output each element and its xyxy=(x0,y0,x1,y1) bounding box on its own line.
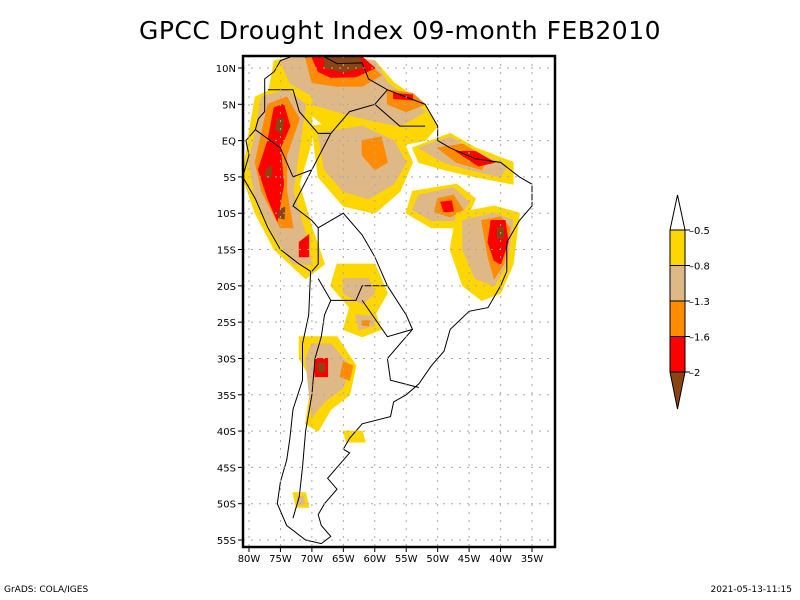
lat-tick-label: 40S xyxy=(217,427,236,438)
lon-tick-label: 45W xyxy=(458,554,481,565)
country-border xyxy=(330,89,388,134)
lat-tick-label: 35S xyxy=(217,391,236,402)
colorbar-segment xyxy=(669,265,686,302)
drought-patch xyxy=(317,363,325,372)
grads-credit: GrADS: COLA/IGES xyxy=(4,585,89,595)
lat-tick-label: 30S xyxy=(217,354,236,365)
colorbar-segment xyxy=(669,229,686,266)
lat-tick-label: 10S xyxy=(217,209,236,220)
colorbar-segment xyxy=(669,194,686,231)
colorbar-label: –0.8 xyxy=(689,262,710,273)
drought-patch xyxy=(317,125,407,200)
lon-tick-label: 35W xyxy=(521,554,544,565)
lon-tick-label: 75W xyxy=(269,554,292,565)
colorbar-label: –1.6 xyxy=(689,333,710,344)
lat-tick-label: 5S xyxy=(223,173,236,184)
drought-patch xyxy=(440,200,454,213)
longitude-axis: 80W 75W 70W 65W 60W 55W 50W 45W 40W 35W xyxy=(238,547,544,565)
colorbar-label: –0.5 xyxy=(689,226,710,237)
country-border xyxy=(374,103,426,127)
lon-tick-label: 60W xyxy=(363,554,386,565)
lat-tick-label: 55S xyxy=(217,536,236,547)
drought-patch xyxy=(274,118,285,135)
colorbar-segment xyxy=(669,300,686,337)
drought-patch xyxy=(393,92,413,101)
lon-tick-label: 80W xyxy=(238,554,261,565)
lat-tick-label: 15S xyxy=(217,246,236,257)
lat-tick-label: 10N xyxy=(216,64,236,75)
lat-tick-label: 5N xyxy=(222,100,236,111)
lat-tick-label: EQ xyxy=(222,137,236,148)
lon-tick-label: 50W xyxy=(426,554,449,565)
colorbar-label: –2 xyxy=(689,368,700,379)
timestamp: 2021-05-13-11:15 xyxy=(710,585,793,595)
drought-field-layer xyxy=(243,56,520,508)
lon-tick-label: 55W xyxy=(395,554,418,565)
lon-tick-label: 40W xyxy=(489,554,512,565)
chart-title: GPCC Drought Index 09-month FEB2010 xyxy=(138,16,662,45)
colorbar-legend: –0.5 –0.8 –1.3 –1.6 –2 xyxy=(669,194,710,410)
lon-tick-label: 70W xyxy=(301,554,324,565)
lat-tick-label: 20S xyxy=(217,282,236,293)
latitude-axis: 10N 5N EQ 5S 10S 15S 20S 25S 30S 35S 40S 45S 50S 55S xyxy=(216,64,243,547)
drought-patch xyxy=(339,361,354,381)
lat-tick-label: 45S xyxy=(217,463,236,474)
country-border xyxy=(292,169,319,272)
colorbar-segment xyxy=(669,371,686,410)
colorbar-segment xyxy=(669,336,686,373)
drought-patch xyxy=(298,233,310,258)
lat-tick-label: 50S xyxy=(217,500,236,511)
drought-patch xyxy=(361,320,371,327)
drought-patch xyxy=(342,278,376,305)
colorbar-label: –1.3 xyxy=(689,297,710,308)
grid-layer xyxy=(243,56,555,547)
lon-tick-label: 65W xyxy=(332,554,355,565)
drought-patch xyxy=(264,165,273,178)
map-frame xyxy=(241,54,557,549)
lat-tick-label: 25S xyxy=(217,318,236,329)
